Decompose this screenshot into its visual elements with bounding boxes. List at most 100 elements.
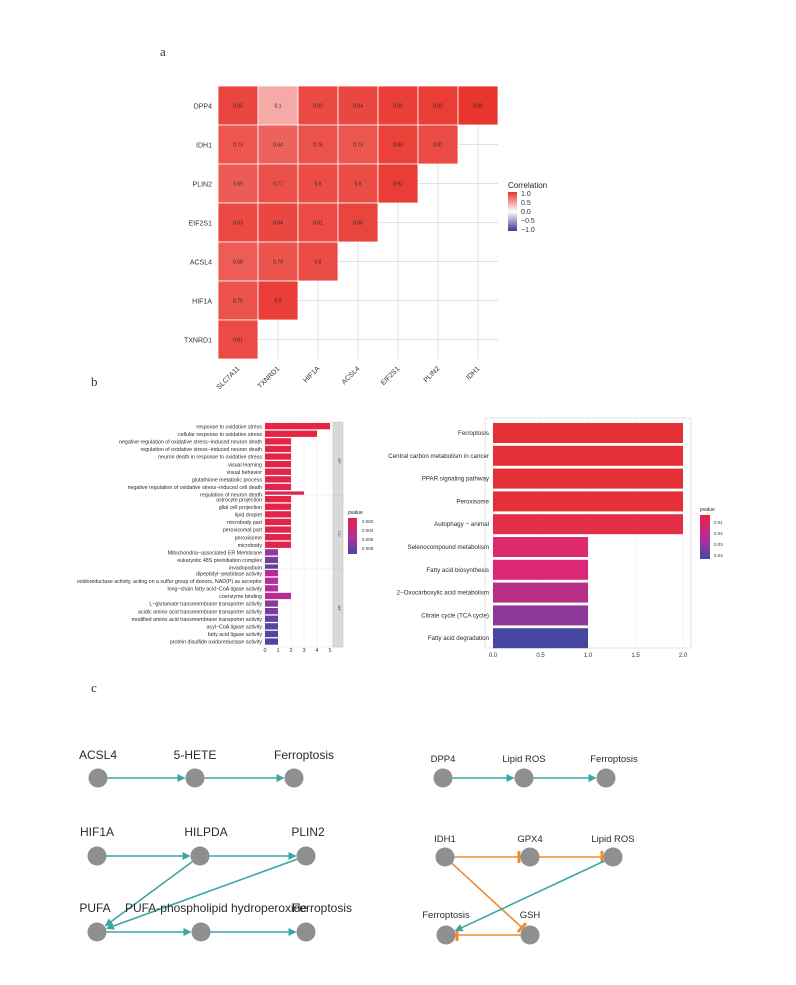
go-bar-acyl-coa-ligase-activity <box>265 623 279 630</box>
kegg-bar-selenocompound-metabolism <box>493 537 588 557</box>
kegg-bar-label: Fatty acid biosynthesis <box>426 567 489 574</box>
heatmap-row-label-acsl4: ACSL4 <box>190 260 212 267</box>
node-label-dpp4: DPP4 <box>431 754 456 765</box>
node-ferroptosis <box>436 925 456 945</box>
heatmap-cell-label: 0.9 <box>275 299 282 305</box>
heatmap-cell-label: 0.89 <box>393 143 403 149</box>
heatmap-cell-label: 0.77 <box>273 182 283 188</box>
go-bar-label: microbody <box>238 543 263 549</box>
go-bar-label: glutathione metabolic process <box>192 478 262 484</box>
node-label-acsl4: ACSL4 <box>79 748 117 762</box>
go-legend-tick: 0.004 <box>362 528 374 533</box>
heatmap-legend-colorbar <box>508 192 517 231</box>
go-bar-neuron-death-in-response-to-oxidative-stress <box>265 453 292 460</box>
kegg-bar-label: 2−Oxocarboxylic acid metabolism <box>397 590 489 597</box>
go-x-tick: 5 <box>328 648 331 654</box>
go-bar-label: regulation of neuron death <box>200 493 262 499</box>
edge-idh1-to-gsh <box>451 862 528 933</box>
go-bar-fatty-acid-ligase-activity <box>265 630 279 638</box>
go-facet-strip-label: MF <box>337 605 342 611</box>
go-bar-visual-learning <box>265 461 292 468</box>
kegg-legend-title: pvalue <box>700 507 715 513</box>
go-bar-label: glial cell projection <box>219 505 262 511</box>
go-bar-label: microbody part <box>227 520 263 526</box>
node-pufa-phospholipid-hydroperoxide <box>191 922 211 942</box>
kegg-bar-label: PPAR signaling pathway <box>422 476 490 483</box>
go-bar-label: visual behavior <box>227 470 263 476</box>
node-gsh <box>520 925 540 945</box>
go-bar-glutathione-metabolic-process <box>265 476 292 483</box>
heatmap-row-label-idh1: IDH1 <box>196 143 212 150</box>
kegg-legend-tick: 0.01 <box>714 520 723 525</box>
go-bar-coenzyme-binding <box>265 592 292 600</box>
node-label-idh1: IDH1 <box>434 834 456 845</box>
go-bar-protein-disulfide-oxidoreductase-activity <box>265 638 279 645</box>
heatmap-row-label-plin2: PLIN2 <box>193 182 213 189</box>
go-bar-label: acidic amino acid transmembrane transpor… <box>138 609 262 615</box>
kegg-x-tick: 1.5 <box>631 653 640 659</box>
go-bar-response-to-oxidative-stress <box>265 423 331 430</box>
go-bar-label: oxidoreductase activity, acting on a sul… <box>77 579 262 585</box>
heatmap-cell-label: 0.68 <box>233 260 243 266</box>
heatmap-cell-acsl4-slc7a11 <box>217 241 259 282</box>
heatmap-cell-idh1-acsl4 <box>337 124 379 165</box>
heatmap-cell-dpp4-acsl4 <box>337 85 379 126</box>
node-label-pufa: PUFA <box>79 901 110 915</box>
heatmap-legend-tick: 0.5 <box>521 200 531 207</box>
go-bar-label: L−glutamate transmembrane transporter ac… <box>149 602 262 608</box>
node-label-ferroptosis: Ferroptosis <box>590 754 638 765</box>
go-enrichment-chart: BP response to oxidative stress cellular r… <box>77 421 374 654</box>
kegg-bar-central-carbon-metabolism-in-cancer <box>493 445 683 466</box>
heatmap-cell-label: 0.81 <box>433 143 443 149</box>
heatmap-cell-idh1-slc7a11 <box>217 124 259 165</box>
heatmap-cell-label: 0.84 <box>273 221 283 227</box>
kegg-bar-fatty-acid-biosynthesis <box>493 559 588 580</box>
node-lipid-ros <box>603 847 623 867</box>
go-facet-strip-mf <box>332 568 344 648</box>
heatmap-cell-plin2-eif2s1 <box>377 163 419 204</box>
kegg-bar-autophagy-animal <box>493 514 683 535</box>
go-bar-eukaryotic-48s-preinitiation-complex <box>265 556 279 564</box>
node-label-pufa-phospholipid-hydroperoxide: PUFA-phospholipid hydroperoxide <box>125 901 307 915</box>
go-bar-cellular-response-to-oxidative-stress <box>265 430 318 437</box>
kegg-legend-tick: 0.04 <box>714 553 723 558</box>
kegg-bar-ppar-signaling-pathway <box>493 468 683 489</box>
heatmap-cell-label: 0.98 <box>473 104 483 110</box>
kegg-bar-label: Autophagy − animal <box>434 521 489 528</box>
heatmap-legend-tick: −1.0 <box>521 227 535 234</box>
go-bar-oxidoreductase-activity-acting-on-a-sulfur-group-of-donors-nad-p-as-acceptor <box>265 577 279 584</box>
heatmap-cell-label: 0.82 <box>313 104 323 110</box>
go-bar-label: Mitochondria−associated ER Membrane <box>168 551 262 557</box>
heatmap-cell-txnrd1-slc7a11 <box>217 319 259 360</box>
heatmap-cell-label: 0.1 <box>275 104 282 110</box>
kegg-bar-peroxisome <box>493 491 683 512</box>
go-legend-title: pvalue <box>348 510 363 516</box>
heatmap-cell-dpp4-slc7a11 <box>217 85 259 126</box>
go-bar-microbody-part <box>265 518 292 526</box>
node-lipid-ros <box>514 768 534 788</box>
go-bar-regulation-of-neuron-death <box>265 491 305 498</box>
go-x-tick: 0 <box>263 648 266 654</box>
node-label-5-hete: 5-HETE <box>174 748 217 762</box>
go-legend-tick: 0.008 <box>362 546 374 551</box>
kegg-bar-citrate-cycle-tca-cycle <box>493 605 588 626</box>
go-bar-label: dipeptidyl−peptidase activity <box>196 571 262 577</box>
heatmap-cell-label: 0.92 <box>393 182 403 188</box>
kegg-x-tick: 0.0 <box>489 653 498 659</box>
heatmap-col-label-plin2: PLIN2 <box>423 365 442 384</box>
go-bar-label: negative regulation of oxidative stress−… <box>119 440 262 446</box>
go-bar-mitochondria-associated-er-membrane <box>265 549 279 556</box>
kegg-legend-tick: 0.03 <box>714 542 723 547</box>
heatmap-col-label-hif1a: HIF1A <box>302 365 321 384</box>
node-label-gpx4: GPX4 <box>517 834 542 845</box>
kegg-bar-ferroptosis <box>493 423 683 443</box>
heatmap-cell-acsl4-hif1a <box>297 241 339 282</box>
go-bar-invadopodium <box>265 564 279 571</box>
panel-label-b: b <box>91 374 98 389</box>
heatmap-legend-tick: 1.0 <box>521 191 531 198</box>
heatmap-cell-label: 0.8 <box>315 260 322 266</box>
heatmap-cell-label: 0.73 <box>353 143 363 149</box>
go-legend-tick: 0.006 <box>362 537 374 542</box>
kegg-bar-label: Fatty acid degradation <box>428 635 490 642</box>
